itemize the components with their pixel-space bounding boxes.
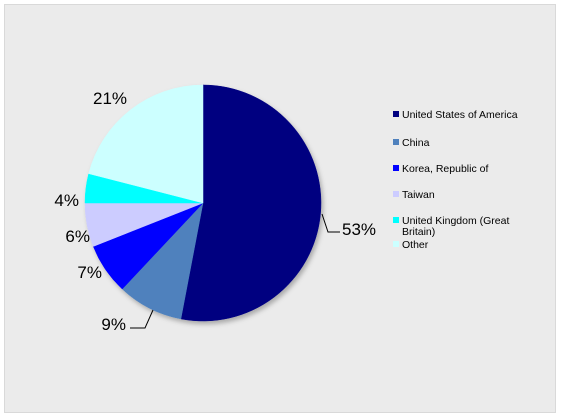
- data-label-united-states-of-america: 53%: [342, 220, 376, 239]
- slice-other: [88, 84, 204, 204]
- data-label-other: 21%: [93, 89, 127, 108]
- legend: United States of America China Korea, Repu…: [393, 109, 518, 251]
- legend-item-taiwan: Taiwan: [393, 189, 435, 201]
- legend-swatch: [393, 241, 399, 247]
- legend-item-korea-republic-of: Korea, Republic of: [393, 163, 488, 175]
- legend-label: China: [402, 137, 430, 149]
- legend-swatch: [393, 191, 399, 197]
- data-label-korea-republic-of: 7%: [77, 263, 102, 282]
- leader-line-china: [130, 309, 154, 329]
- legend-item-united-states-of-america: United States of America: [393, 109, 518, 121]
- legend-item-other: Other: [393, 239, 429, 251]
- legend-swatch: [393, 217, 399, 223]
- pie-slices: [84, 84, 322, 322]
- legend-swatch: [393, 111, 399, 117]
- legend-swatch: [393, 165, 399, 171]
- data-label-taiwan: 6%: [65, 227, 90, 246]
- legend-label: Other: [402, 239, 429, 251]
- slice-united-states-of-america: [180, 84, 322, 322]
- leader-line-united-states-of-america: [321, 213, 340, 233]
- data-labels: 53% 9% 7% 6% 4% 21%: [54, 89, 376, 334]
- legend-label: United Kingdom (Great Britain): [402, 215, 509, 238]
- data-label-china: 9%: [101, 315, 126, 334]
- legend-item-china: China: [393, 137, 430, 149]
- legend-label: Korea, Republic of: [402, 163, 488, 175]
- legend-swatch: [393, 139, 399, 145]
- legend-label: Taiwan: [402, 189, 435, 201]
- data-label-united-kingdom-great-britain: 4%: [54, 191, 79, 210]
- leader-lines: [130, 213, 340, 329]
- legend-item-united-kingdom-great-britain: United Kingdom (Great Britain): [393, 215, 509, 238]
- legend-label: United States of America: [402, 109, 518, 121]
